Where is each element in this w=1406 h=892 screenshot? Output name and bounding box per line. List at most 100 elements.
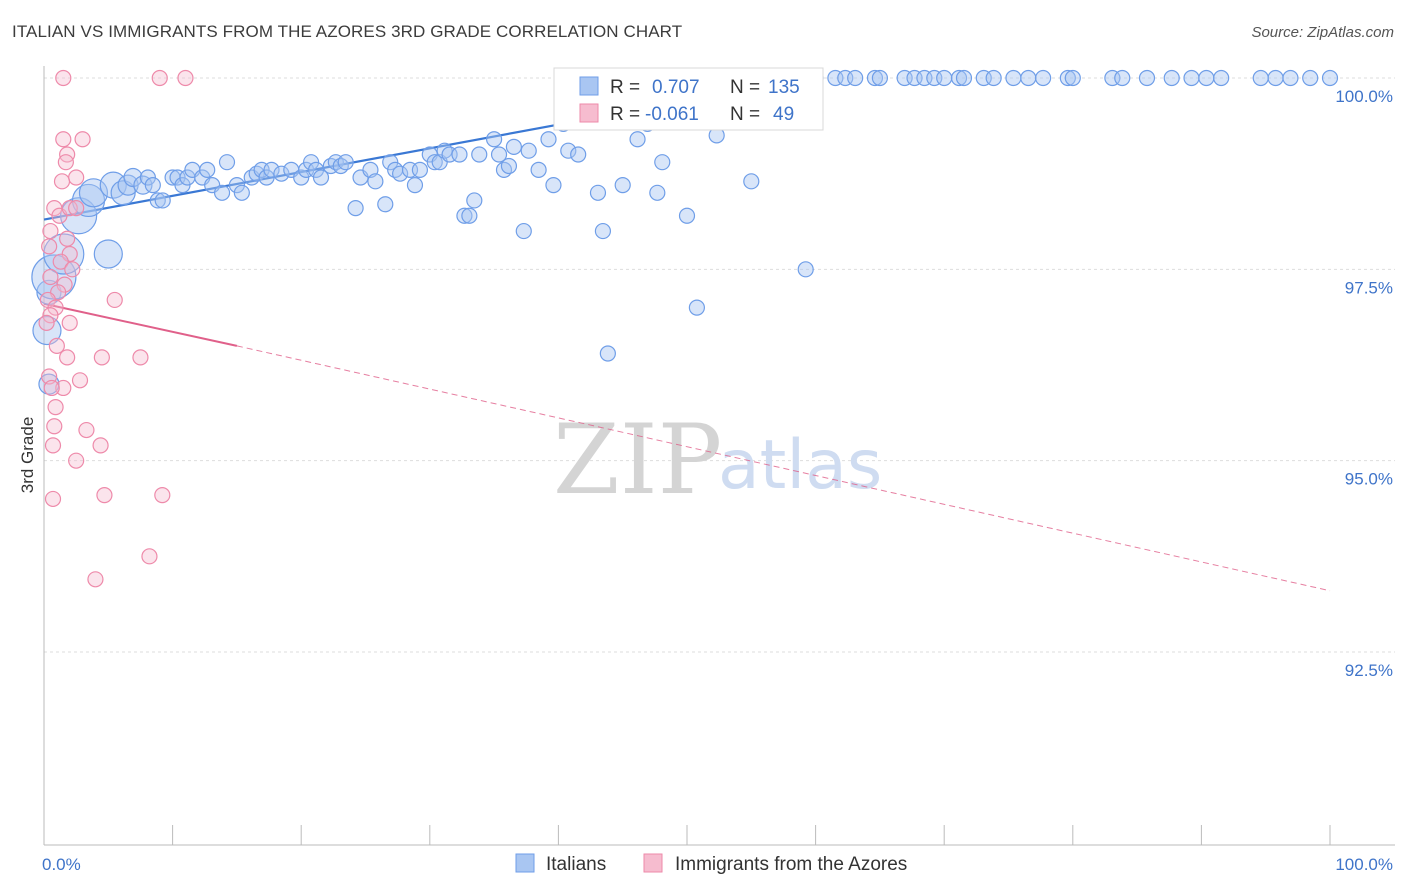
- italians-point-54: [406, 177, 424, 194]
- italians-point-121: [1138, 69, 1156, 87]
- azores-point-44: [44, 490, 62, 508]
- italians-point-80: [589, 184, 607, 201]
- legend-n-value-italians: 135: [768, 77, 800, 98]
- italians-point-55: [411, 161, 429, 178]
- italians-point-48: [367, 173, 384, 190]
- source-credit: Source: ZipAtlas.com: [1251, 24, 1394, 41]
- italians-point-70: [505, 138, 522, 155]
- azores-point-25: [42, 307, 59, 324]
- italians-point-116: [1035, 69, 1052, 87]
- italians-point-96: [743, 173, 760, 190]
- bottom-legend: Italians Immigrants from the Azores: [515, 853, 907, 875]
- azores-point-34: [55, 379, 72, 397]
- azores-point-39: [92, 437, 109, 454]
- italians-point-75: [545, 177, 562, 194]
- italians-point-125: [1213, 69, 1230, 87]
- italians-point-130: [1321, 69, 1339, 87]
- azores-point-33: [71, 372, 89, 389]
- italians-point-128: [1282, 69, 1299, 87]
- italians-point-66: [486, 131, 503, 148]
- azores-point-13: [42, 222, 59, 240]
- azores-point-1: [151, 69, 168, 87]
- italians-point-127: [1267, 69, 1284, 87]
- italians-point-28: [233, 184, 250, 201]
- azores-point-3: [55, 131, 72, 148]
- italians-point-123: [1183, 69, 1200, 87]
- azores-point-35: [43, 379, 60, 397]
- legend-swatch-azores: [579, 103, 599, 123]
- italians-point-74: [540, 131, 557, 148]
- italians-point-11: [123, 167, 143, 188]
- italians-point-110: [950, 69, 968, 87]
- grid-lines: [44, 77, 1395, 653]
- italians-point-120: [1114, 69, 1131, 87]
- azores-point-31: [132, 349, 149, 366]
- azores-point-17: [52, 253, 69, 270]
- trend-line-azores: [43, 302, 238, 347]
- azores-point-20: [42, 268, 59, 286]
- legend-n-label-italians: N =: [730, 77, 760, 98]
- azores-point-37: [46, 418, 63, 435]
- italians-point-111: [955, 69, 973, 87]
- italians-point-44: [337, 154, 354, 171]
- italians-point-77: [560, 142, 577, 159]
- azores-point-43: [154, 487, 171, 504]
- y-tick-label-1: 97.5%: [1345, 278, 1393, 297]
- azores-point-30: [93, 349, 110, 366]
- italians-point-129: [1302, 69, 1319, 87]
- bottom-legend-swatch-italians: [515, 853, 535, 873]
- italians-point-45: [347, 200, 364, 217]
- azores-point-42: [96, 487, 113, 504]
- italians-point-81: [594, 222, 612, 240]
- watermark: ZIP atlas: [553, 404, 882, 516]
- watermark-zip: ZIP: [553, 404, 722, 516]
- legend-r-value-italians: 0.707: [652, 77, 700, 98]
- bottom-legend-swatch-azores: [643, 853, 663, 873]
- italians-point-34: [273, 165, 290, 182]
- italians-point-16: [154, 192, 171, 209]
- italians-point-63: [461, 207, 478, 224]
- bottom-legend-label-italians: Italians: [546, 854, 606, 875]
- italians-point-73: [530, 161, 547, 178]
- italians-point-91: [688, 299, 705, 316]
- italians-point-6: [93, 239, 123, 269]
- legend-box: R = 0.707 N = 135 R = -0.061 N = 49: [553, 67, 824, 131]
- italians-point-69: [500, 157, 518, 175]
- italians-point-82: [599, 345, 616, 362]
- azores-point-36: [47, 398, 64, 416]
- italians-point-64: [466, 192, 483, 209]
- italians-point-26: [218, 154, 236, 171]
- y-tick-label-0: 100.0%: [1335, 87, 1393, 106]
- italians-point-40: [312, 169, 330, 186]
- azores-point-40: [44, 437, 62, 454]
- azores-point-12: [68, 200, 85, 217]
- italians-point-115: [1005, 69, 1022, 87]
- legend-r-label-italians: R =: [610, 77, 640, 98]
- x-tick-label-1: 100.0%: [1335, 855, 1393, 874]
- azores-point-8: [53, 173, 71, 190]
- trend-line-azores-dashed: [236, 345, 1331, 592]
- azores-point-45: [141, 548, 158, 565]
- italians-point-49: [377, 196, 394, 213]
- azores-point-11: [61, 200, 78, 217]
- watermark-atlas: atlas: [718, 426, 882, 505]
- azores-point-29: [59, 349, 76, 366]
- italians-point-131: [797, 261, 814, 278]
- legend-frame: [553, 67, 824, 131]
- italians-point-83: [614, 177, 631, 194]
- azores-point-0: [55, 69, 72, 87]
- italians-point-33: [263, 161, 280, 178]
- legend-n-value-azores: 49: [773, 104, 794, 125]
- azores-point-18: [64, 261, 81, 278]
- azores-point-7: [68, 169, 85, 186]
- italians-point-124: [1198, 69, 1215, 87]
- legend-n-label-azores: N =: [730, 104, 760, 125]
- azores-point-38: [78, 421, 95, 439]
- y-tick-label-3: 92.5%: [1345, 661, 1393, 680]
- italians-point-23: [199, 161, 216, 178]
- italians-point-71: [515, 222, 532, 240]
- data-points: [31, 69, 1339, 588]
- bottom-legend-label-azores: Immigrants from the Azores: [675, 854, 907, 875]
- y-tick-label-2: 95.0%: [1345, 470, 1393, 489]
